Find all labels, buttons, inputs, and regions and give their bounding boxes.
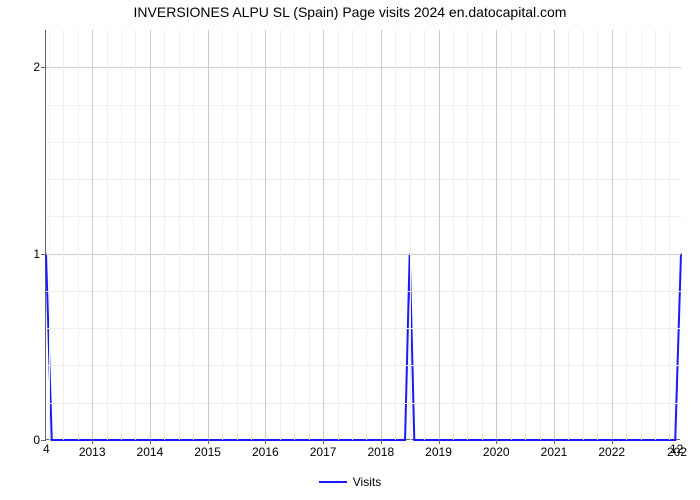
- major-grid-v: [612, 30, 613, 440]
- major-grid-v: [265, 30, 266, 440]
- minor-grid-v: [78, 30, 79, 440]
- xtick-mark: [496, 439, 497, 444]
- minor-grid-h: [46, 291, 681, 292]
- xtick-mark: [554, 439, 555, 444]
- minor-grid-v: [222, 30, 223, 440]
- minor-grid-v: [511, 30, 512, 440]
- ytick-mark: [41, 67, 46, 68]
- minor-grid-v: [193, 30, 194, 440]
- minor-grid-v: [641, 30, 642, 440]
- minor-grid-v: [251, 30, 252, 440]
- major-grid-v: [381, 30, 382, 440]
- minor-grid-v: [107, 30, 108, 440]
- minor-grid-v: [424, 30, 425, 440]
- xtick-label: 2020: [483, 445, 510, 459]
- minor-grid-v: [467, 30, 468, 440]
- minor-grid-h: [46, 105, 681, 106]
- minor-grid-v: [583, 30, 584, 440]
- ytick-mark: [41, 440, 46, 441]
- minor-grid-v: [453, 30, 454, 440]
- major-grid-v: [554, 30, 555, 440]
- xtick-label: 2022: [598, 445, 625, 459]
- legend: Visits: [0, 474, 700, 489]
- minor-grid-v: [410, 30, 411, 440]
- minor-grid-v: [179, 30, 180, 440]
- plot-area: 0122013201420152016201720182019202020212…: [45, 30, 680, 440]
- major-grid-h: [46, 254, 681, 255]
- ytick-label: 0: [33, 433, 40, 447]
- xtick-mark: [439, 439, 440, 444]
- minor-grid-v: [49, 30, 50, 440]
- minor-grid-v: [280, 30, 281, 440]
- ytick-label: 2: [33, 60, 40, 74]
- minor-grid-h: [46, 328, 681, 329]
- major-grid-h: [46, 67, 681, 68]
- minor-grid-v: [540, 30, 541, 440]
- minor-grid-h: [46, 142, 681, 143]
- xtick-mark: [612, 439, 613, 444]
- minor-grid-v: [309, 30, 310, 440]
- ytick-mark: [41, 254, 46, 255]
- xtick-mark: [92, 439, 93, 444]
- xtick-mark: [323, 439, 324, 444]
- xtick-label: 2017: [310, 445, 337, 459]
- minor-grid-v: [669, 30, 670, 440]
- minor-grid-v: [237, 30, 238, 440]
- minor-grid-h: [46, 216, 681, 217]
- xtick-label: 2019: [425, 445, 452, 459]
- minor-grid-v: [626, 30, 627, 440]
- xtick-mark: [208, 439, 209, 444]
- xtick-label: 2021: [541, 445, 568, 459]
- major-grid-v: [150, 30, 151, 440]
- minor-grid-h: [46, 365, 681, 366]
- corner-bottom-right-label: 12: [670, 442, 683, 456]
- minor-grid-v: [655, 30, 656, 440]
- major-grid-v: [439, 30, 440, 440]
- minor-grid-v: [568, 30, 569, 440]
- data-line: [46, 30, 681, 440]
- legend-label: Visits: [353, 475, 381, 489]
- minor-grid-v: [352, 30, 353, 440]
- major-grid-v: [208, 30, 209, 440]
- xtick-label: 2013: [79, 445, 106, 459]
- xtick-label: 2014: [137, 445, 164, 459]
- xtick-mark: [265, 439, 266, 444]
- minor-grid-v: [164, 30, 165, 440]
- minor-grid-v: [121, 30, 122, 440]
- minor-grid-v: [395, 30, 396, 440]
- minor-grid-v: [597, 30, 598, 440]
- xtick-mark: [381, 439, 382, 444]
- xtick-label: 2018: [367, 445, 394, 459]
- minor-grid-v: [63, 30, 64, 440]
- major-grid-v: [496, 30, 497, 440]
- chart-container: INVERSIONES ALPU SL (Spain) Page visits …: [0, 0, 700, 500]
- minor-grid-h: [46, 179, 681, 180]
- major-grid-v: [92, 30, 93, 440]
- legend-swatch: [319, 481, 347, 483]
- major-grid-v: [323, 30, 324, 440]
- xtick-mark: [150, 439, 151, 444]
- minor-grid-h: [46, 403, 681, 404]
- chart-title: INVERSIONES ALPU SL (Spain) Page visits …: [0, 4, 700, 20]
- minor-grid-v: [294, 30, 295, 440]
- xtick-label: 2015: [194, 445, 221, 459]
- minor-grid-v: [338, 30, 339, 440]
- ytick-label: 1: [33, 247, 40, 261]
- minor-grid-v: [525, 30, 526, 440]
- minor-grid-v: [366, 30, 367, 440]
- xtick-label: 2016: [252, 445, 279, 459]
- minor-grid-v: [135, 30, 136, 440]
- corner-bottom-left-label: 4: [43, 442, 50, 456]
- minor-grid-v: [482, 30, 483, 440]
- series-line: [46, 254, 681, 440]
